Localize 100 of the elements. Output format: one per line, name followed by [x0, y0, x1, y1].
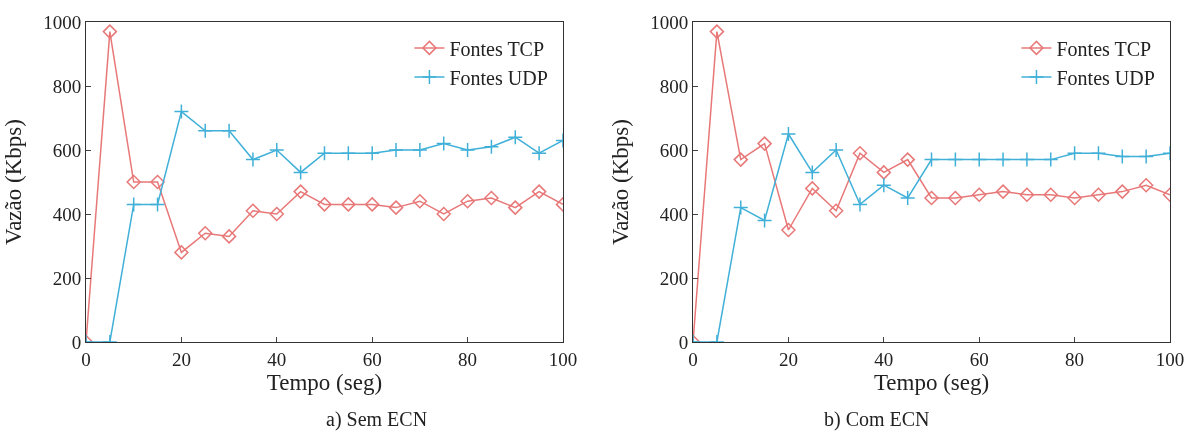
point: [900, 152, 915, 167]
legend-label: Fontes TCP: [449, 37, 545, 60]
point: [149, 196, 166, 213]
point: [852, 196, 868, 213]
y-tick-label: 800: [52, 75, 82, 97]
point: [899, 190, 916, 206]
point: [948, 190, 963, 206]
point: [781, 222, 796, 238]
y-tick-label: 400: [52, 203, 82, 225]
point: [269, 142, 285, 158]
point: [1090, 145, 1107, 161]
y-tick-label: 400: [659, 203, 689, 225]
point: [971, 187, 987, 203]
point: [364, 197, 380, 212]
point: [316, 145, 333, 161]
point: [436, 206, 451, 222]
point: [173, 103, 190, 120]
y-tick-label: 800: [659, 75, 689, 97]
point: [174, 245, 189, 260]
point: [435, 135, 452, 152]
x-tick-label: 40: [267, 348, 287, 370]
point: [1066, 145, 1083, 161]
point: [852, 145, 868, 161]
x-tick-label: 100: [1155, 348, 1185, 370]
point: [317, 197, 332, 212]
point: [125, 196, 142, 213]
point: [197, 123, 213, 139]
point: [709, 24, 725, 39]
point: [388, 142, 404, 158]
point: [269, 206, 285, 222]
point: [341, 197, 356, 212]
point: [733, 152, 748, 167]
text: b) Com ECN: [824, 408, 930, 431]
y-tick-label: 600: [659, 139, 689, 161]
point: [1091, 187, 1106, 203]
point: [245, 151, 261, 168]
x-tick-label: 80: [1065, 348, 1085, 370]
point: [1019, 151, 1035, 168]
point: [1114, 148, 1131, 165]
point: [245, 203, 261, 219]
point: [483, 139, 500, 155]
text: a) Sem ECN: [326, 408, 428, 431]
x-axis-title: Tempo (seg): [266, 369, 383, 395]
point: [828, 142, 844, 158]
y-tick-label: 0: [678, 331, 689, 353]
legend-label: Fontes UDP: [1056, 66, 1155, 89]
y-tick-label: 1000: [650, 11, 689, 33]
point: [1067, 190, 1082, 206]
x-tick-label: 60: [969, 348, 989, 370]
line-series: [693, 24, 1170, 342]
point: [221, 123, 237, 139]
point: [732, 199, 749, 216]
line-series: [86, 24, 563, 342]
point: [1115, 184, 1130, 199]
point: [947, 151, 964, 168]
point: [1043, 151, 1059, 168]
point: [197, 225, 213, 241]
point: [923, 151, 940, 168]
point: [1043, 187, 1059, 203]
point: [364, 145, 380, 161]
y-axis-title: Vazão (Kbps): [0, 119, 26, 245]
point: [293, 184, 308, 199]
point: [924, 190, 939, 206]
point: [804, 164, 821, 181]
point: [876, 165, 892, 180]
legend-label: Fontes UDP: [449, 66, 548, 89]
point: [102, 24, 118, 39]
x-tick-label: 80: [458, 348, 478, 370]
point: [828, 203, 844, 219]
point: [507, 129, 524, 145]
x-tick-label: 20: [778, 348, 798, 370]
point: [484, 190, 499, 206]
point: [459, 142, 476, 158]
point: [412, 142, 428, 158]
y-axis-title: Vazão (Kbps): [607, 119, 633, 245]
point: [412, 193, 428, 209]
point: [292, 164, 309, 181]
legend-label: Fontes TCP: [1056, 37, 1152, 60]
x-axis-title: Tempo (seg): [873, 369, 990, 395]
point: [508, 200, 523, 215]
point: [971, 151, 987, 168]
point: [756, 212, 773, 229]
point: [340, 145, 357, 161]
point: [460, 193, 475, 209]
point: [995, 184, 1011, 199]
point: [150, 174, 165, 190]
point: [780, 126, 797, 142]
point: [388, 200, 404, 215]
y-tick-label: 0: [71, 331, 82, 353]
point: [757, 136, 772, 151]
point: [1138, 177, 1154, 193]
x-tick-label: 40: [874, 348, 894, 370]
point: [876, 177, 892, 193]
point: [531, 184, 547, 199]
point: [1019, 187, 1035, 203]
x-tick-label: 20: [171, 348, 191, 370]
point: [805, 181, 820, 196]
point: [126, 174, 141, 190]
x-tick-label: 60: [362, 348, 382, 370]
y-tick-label: 200: [659, 267, 689, 289]
